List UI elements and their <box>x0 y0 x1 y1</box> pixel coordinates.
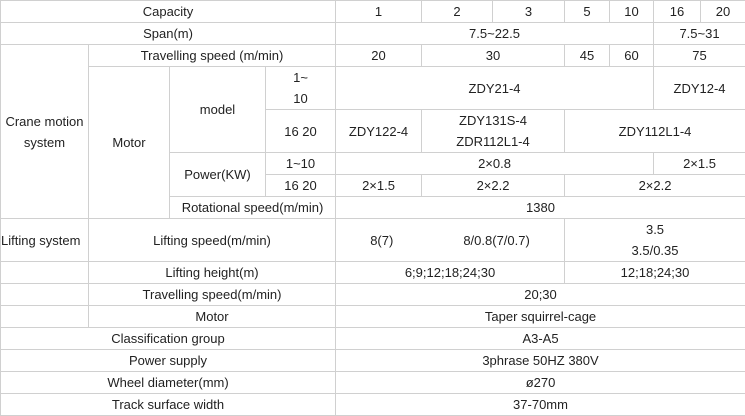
model-row-small: Motor model 1~ 10 ZDY21-4 ZDY12-4 <box>1 66 745 219</box>
power-supply-label: Power supply <box>0 349 337 372</box>
lifting-motor-value: Taper squirrel-cage <box>335 305 745 328</box>
span-value: 7.5~31 <box>653 22 745 45</box>
capacity-value: 2 <box>421 0 494 23</box>
lifting-motor-label: Motor <box>87 305 337 328</box>
classification-label: Classification group <box>0 327 337 350</box>
model-value: ZDY131S-4 ZDR112L1-4 <box>421 109 566 153</box>
model-row-large: 16 20 ZDY122-4 ZDY131S-4 ZDR112L1-4 ZDY1… <box>1 109 745 153</box>
power-value: 2×2.2 <box>564 174 745 197</box>
capacity-value: 10 <box>609 0 655 23</box>
lifting-height-value: 6;9;12;18;24;30 <box>335 261 566 284</box>
lifting-speed-value-double: 8/0.8(7/0.7) <box>463 232 530 248</box>
lifting-speed-line: 3.5 <box>645 222 665 237</box>
model-line: ZDY131S-4 <box>459 113 527 128</box>
empty-cell <box>0 283 89 306</box>
travelling-speed-value: 20 <box>335 44 423 67</box>
crane-motion-label: Crane motion system <box>0 44 89 219</box>
model-value: ZDY12-4 <box>653 66 745 110</box>
wheel-diameter-label: Wheel diameter(mm) <box>0 371 337 394</box>
model-capacity: 16 20 <box>264 109 337 153</box>
rotational-speed-row: Rotational speed(m/min) 1380 <box>1 196 745 219</box>
lifting-motor-row: Motor Taper squirrel-cage <box>0 305 745 328</box>
travelling-speed-value: 60 <box>609 44 655 67</box>
power-supply-row: Power supply 3phrase 50HZ 380V <box>0 349 745 372</box>
lifting-speed-label: Lifting speed(m/min) <box>87 218 337 262</box>
lifting-speed-row: Lifting system Lifting speed(m/min) 8(7)… <box>0 218 745 262</box>
track-width-row: Track surface width 37-70mm <box>0 393 745 416</box>
capacity-row: Capacity 1 2 3 5 10 16 20 <box>0 0 745 23</box>
power-value: 2×1.5 <box>335 174 423 197</box>
empty-cell <box>0 305 89 328</box>
lifting-speed-value: 3.5 3.5/0.35 <box>564 218 745 262</box>
lifting-travelling-speed-value: 20;30 <box>335 283 745 306</box>
power-capacity: 16 20 <box>264 174 337 197</box>
capacity-value: 1 <box>335 0 423 23</box>
rotational-speed-value: 1380 <box>335 196 745 219</box>
lifting-system-label: Lifting system <box>0 218 89 262</box>
empty-cell <box>0 261 89 284</box>
wheel-diameter-value: ø270 <box>335 371 745 394</box>
capacity-line: 10 <box>293 91 308 106</box>
travelling-speed-value: 30 <box>421 44 566 67</box>
lifting-speed-line: 3.5/0.35 <box>631 243 679 258</box>
power-value: 2×1.5 <box>653 152 745 175</box>
span-label: Span(m) <box>0 22 337 45</box>
lifting-travelling-speed-row: Travelling speed(m/min) 20;30 <box>0 283 745 306</box>
power-row-large: 16 20 2×1.5 2×2.2 2×2.2 <box>1 174 745 197</box>
capacity-value: 5 <box>564 0 611 23</box>
capacity-value: 3 <box>492 0 566 23</box>
travelling-speed-label: Travelling speed (m/min) <box>87 44 337 67</box>
track-width-value: 37-70mm <box>335 393 745 416</box>
model-value: ZDY112L1-4 <box>564 109 745 153</box>
power-supply-value: 3phrase 50HZ 380V <box>335 349 745 372</box>
model-label: model <box>169 66 266 153</box>
classification-row: Classification group A3-A5 <box>0 327 745 350</box>
capacity-line: 1~ <box>293 70 308 85</box>
lifting-height-row: Lifting height(m) 6;9;12;18;24;30 12;18;… <box>0 261 745 284</box>
lifting-height-label: Lifting height(m) <box>87 261 337 284</box>
model-value: ZDY21-4 <box>335 66 655 110</box>
span-value: 7.5~22.5 <box>335 22 655 45</box>
lifting-travelling-speed-label: Travelling speed(m/min) <box>87 283 337 306</box>
track-width-label: Track surface width <box>0 393 337 416</box>
wheel-diameter-row: Wheel diameter(mm) ø270 <box>0 371 745 394</box>
span-row: Span(m) 7.5~22.5 7.5~31 <box>0 22 745 45</box>
lifting-height-value: 12;18;24;30 <box>564 261 745 284</box>
capacity-value: 20 <box>700 0 745 23</box>
model-value: ZDY122-4 <box>335 109 423 153</box>
travelling-speed-row: Crane motion system Travelling speed (m/… <box>0 44 745 219</box>
travelling-speed-value: 75 <box>653 44 745 67</box>
rotational-speed-label: Rotational speed(m/min) <box>168 196 337 219</box>
model-line: ZDR112L1-4 <box>456 134 530 149</box>
capacity-value: 16 <box>653 0 702 23</box>
power-row-small: Power(KW) 1~10 2×0.8 2×1.5 <box>1 152 745 197</box>
power-value: 2×2.2 <box>421 174 566 197</box>
travelling-speed-value: 45 <box>564 44 611 67</box>
lifting-speed-value: 8(7) 8/0.8(7/0.7) <box>335 218 566 262</box>
capacity-label: Capacity <box>0 0 337 23</box>
model-capacity: 1~ 10 <box>264 66 337 110</box>
lifting-speed-value-small: 8(7) <box>370 232 394 248</box>
classification-value: A3-A5 <box>335 327 745 350</box>
power-value: 2×0.8 <box>335 152 655 175</box>
power-label: Power(KW) <box>169 152 266 197</box>
power-capacity: 1~10 <box>264 152 337 175</box>
motor-label: Motor <box>88 66 170 219</box>
